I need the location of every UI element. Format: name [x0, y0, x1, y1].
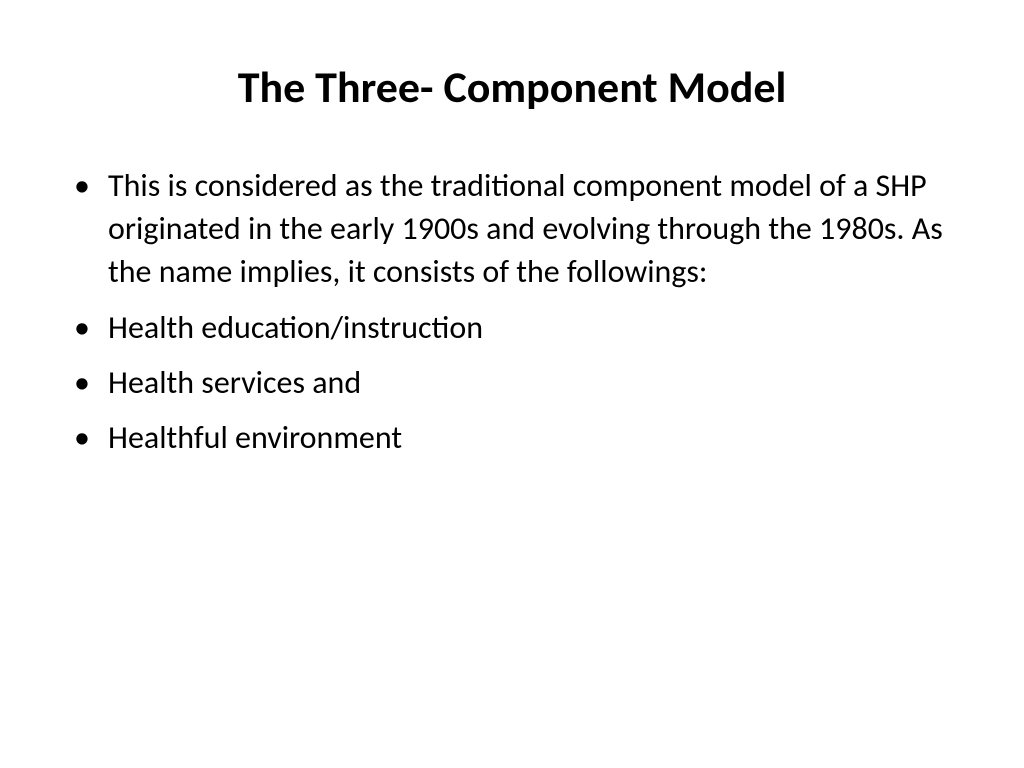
bullet-item: Health education/instruction [60, 306, 964, 349]
slide-title: The Three- Component Model [60, 60, 964, 114]
bullet-item: This is considered as the traditional co… [60, 164, 964, 294]
slide-container: The Three- Component Model This is consi… [0, 0, 1024, 768]
bullet-list: This is considered as the traditional co… [60, 164, 964, 459]
bullet-item: Healthful environment [60, 416, 964, 459]
bullet-item: Health services and [60, 361, 964, 404]
